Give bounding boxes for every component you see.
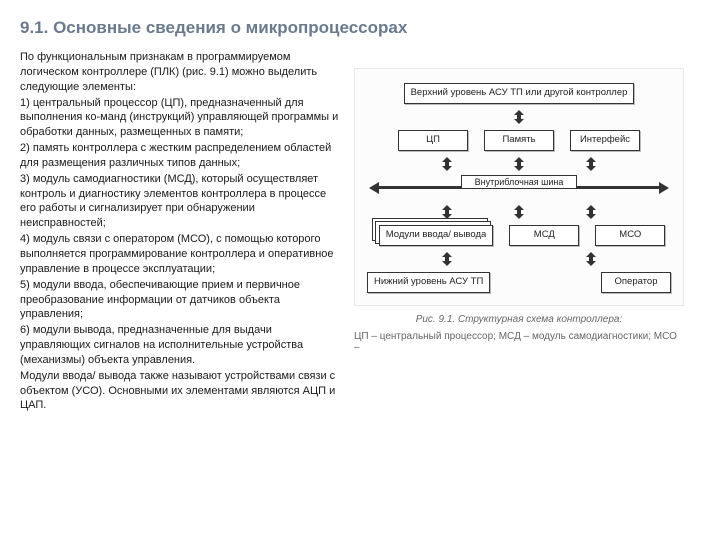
list-item-1: 1) центральный процессор (ЦП), предназна… [20, 96, 340, 141]
tail-paragraph: Модули ввода/ вывода также называют устр… [20, 369, 340, 414]
node-mso: МСО [595, 225, 665, 246]
figure-column: Верхний уровень АСУ ТП или другой контро… [354, 50, 684, 414]
connector-icon [586, 205, 596, 219]
node-upper-level: Верхний уровень АСУ ТП или другой контро… [404, 83, 635, 104]
list-item-2: 2) память контроллера с жестким распреде… [20, 141, 340, 171]
figure-caption: Рис. 9.1. Структурная схема контроллера: [354, 314, 684, 325]
list-item-6: 6) модули вывода, предназначенные для вы… [20, 323, 340, 368]
node-lower-level: Нижний уровень АСУ ТП [367, 272, 490, 293]
node-interface: Интерфейс [570, 130, 640, 151]
connector-icon [442, 157, 452, 171]
block-diagram: Верхний уровень АСУ ТП или другой контро… [354, 68, 684, 306]
two-column-layout: По функциональным признакам в программир… [20, 50, 700, 414]
node-msd: МСД [509, 225, 579, 246]
connector-icon [442, 252, 452, 266]
connector-icon [586, 157, 596, 171]
list-item-4: 4) модуль связи с оператором (МСО), с по… [20, 232, 340, 277]
bus-label: Внутриблочная шина [461, 175, 577, 189]
node-io-modules: Модули ввода/ вывода [379, 225, 494, 246]
connector-icon [514, 157, 524, 171]
intro-paragraph: По функциональным признакам в программир… [20, 50, 340, 95]
list-item-3: 3) модуль самодиагностики (МСД), который… [20, 172, 340, 231]
connector-icon [586, 252, 596, 266]
node-cpu: ЦП [398, 130, 468, 151]
internal-bus: Внутриблочная шина [369, 181, 669, 195]
connector-icon [442, 205, 452, 219]
connector-icon [514, 110, 524, 124]
list-item-5: 5) модули ввода, обеспечивающие прием и … [20, 278, 340, 323]
node-operator: Оператор [601, 272, 671, 293]
connector-icon [514, 205, 524, 219]
node-memory: Память [484, 130, 554, 151]
section-title: 9.1. Основные сведения о микропроцессора… [20, 18, 700, 38]
body-text: По функциональным признакам в программир… [20, 50, 340, 414]
figure-legend: ЦП – центральный процессор; МСД – модуль… [354, 331, 684, 353]
